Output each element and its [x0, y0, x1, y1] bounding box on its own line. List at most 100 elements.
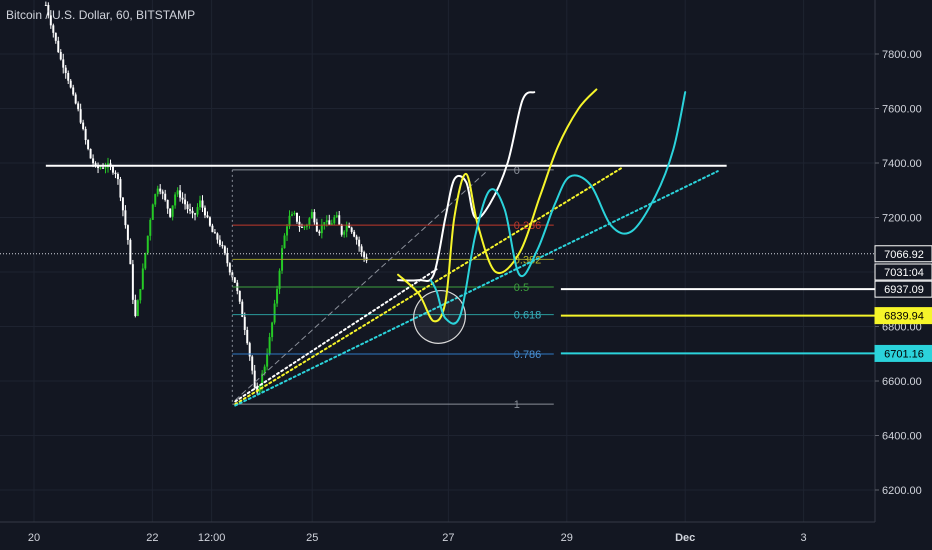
candle-body: [345, 224, 348, 232]
candle-body: [358, 239, 361, 247]
candle-body: [203, 207, 206, 216]
fib-level-label: 0.618: [514, 310, 542, 322]
x-tick-label: 3: [801, 532, 807, 544]
price-label-text: 6937.09: [884, 284, 924, 296]
candle-body: [221, 244, 224, 247]
candle-body: [144, 252, 147, 269]
candle-body: [238, 290, 241, 302]
candle-body: [104, 167, 107, 169]
candle-body: [141, 268, 144, 290]
candle-body: [161, 191, 164, 194]
candle-body: [305, 225, 308, 227]
candle-body: [251, 356, 254, 371]
price-label-text: 7031:04: [884, 267, 924, 279]
candle-body: [69, 80, 72, 88]
candle-body: [184, 199, 187, 205]
candle-body: [300, 226, 303, 228]
candle-body: [330, 223, 333, 225]
candle-body: [223, 246, 226, 254]
candle-body: [325, 220, 328, 223]
y-tick-label: 7800.00: [882, 49, 922, 61]
candle-body: [288, 215, 291, 227]
candle-body: [253, 370, 256, 388]
price-label-box: [874, 245, 932, 263]
candle-body: [92, 158, 95, 164]
candle-body: [72, 87, 75, 95]
candle-body: [84, 128, 87, 141]
candle-body: [310, 212, 313, 219]
candle-body: [124, 210, 127, 226]
candle-body: [156, 188, 159, 195]
candle-body: [126, 225, 129, 240]
candle-body: [320, 224, 323, 234]
fib-level-label: 1: [514, 399, 520, 411]
y-tick-label: 7400.00: [882, 158, 922, 170]
trendline-grey-dashed: [234, 170, 488, 401]
candle-body: [179, 190, 182, 198]
candle-body: [353, 231, 356, 237]
highlight-ellipse: [413, 290, 466, 344]
candle-body: [191, 210, 194, 214]
candle-body: [363, 252, 366, 258]
candle-body: [206, 215, 209, 218]
fib-level-label: 0: [514, 165, 520, 177]
candle-body: [151, 204, 154, 220]
candle-body: [49, 15, 52, 26]
candle-body: [308, 218, 311, 226]
price-label-box: [874, 280, 932, 298]
x-tick-label: 20: [28, 532, 40, 544]
candle-body: [333, 217, 336, 224]
candle-body: [343, 231, 346, 235]
candle-body: [139, 289, 142, 301]
candle-body: [169, 208, 172, 217]
candle-body: [87, 140, 90, 149]
x-tick-label: 27: [442, 532, 454, 544]
candle-body: [323, 222, 326, 225]
candle-body: [338, 215, 341, 225]
candle-body: [111, 166, 114, 173]
candle-body: [149, 219, 152, 236]
candle-body: [278, 270, 281, 290]
candles: [44, 1, 368, 395]
chart-title: Bitcoin / U.S. Dollar, 60, BITSTAMP: [6, 8, 196, 22]
candle-body: [350, 227, 353, 232]
candle-body: [52, 25, 55, 33]
candle-body: [59, 52, 62, 60]
y-tick-label: 7600.00: [882, 104, 922, 116]
candle-body: [286, 226, 289, 236]
candle-body: [201, 200, 204, 208]
trendline-cyan-dotted: [234, 170, 719, 407]
y-tick-label: 7200.00: [882, 213, 922, 225]
y-tick-label: 6400.00: [882, 431, 922, 443]
candle-body: [340, 224, 343, 235]
candle-body: [243, 316, 246, 330]
candle-body: [266, 353, 269, 367]
candle-body: [348, 224, 351, 228]
candle-body: [208, 217, 211, 226]
candle-body: [263, 366, 266, 374]
candle-body: [99, 167, 102, 169]
candle-body: [79, 109, 82, 123]
candle-body: [318, 231, 321, 234]
candle-body: [62, 59, 65, 68]
candle-body: [211, 225, 214, 233]
candle-body: [233, 277, 236, 283]
candle-body: [77, 103, 80, 110]
candle-body: [67, 73, 70, 81]
candle-body: [82, 122, 85, 129]
candle-body: [64, 67, 67, 74]
x-tick-label: 12:00: [198, 532, 226, 544]
candle-body: [54, 32, 57, 41]
fibonacci-retracement: [231, 169, 554, 405]
candle-body: [355, 236, 358, 240]
candle-body: [47, 4, 50, 16]
candle-body: [194, 213, 197, 215]
candle-body: [186, 204, 189, 210]
candle-body: [228, 263, 231, 273]
y-tick-label: 6800.00: [882, 322, 922, 334]
candle-body: [335, 215, 338, 218]
candle-body: [273, 303, 276, 323]
candle-body: [213, 232, 216, 234]
